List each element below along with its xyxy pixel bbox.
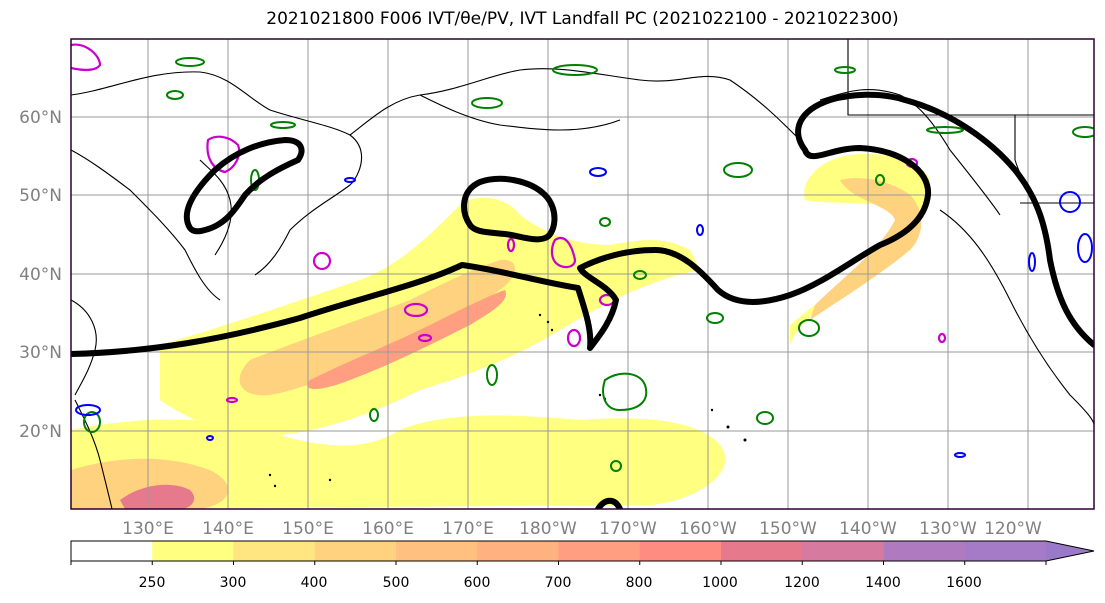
lon-label: 150°E	[282, 519, 334, 539]
lon-label: 170°E	[442, 519, 494, 539]
lon-label: 140°E	[202, 519, 254, 539]
colorbar-label: 700	[545, 575, 572, 591]
colorbar-label: 400	[301, 575, 328, 591]
lon-label: 160°E	[362, 519, 414, 539]
map-title: 2021021800 F006 IVT/θe/PV, IVT Landfall …	[266, 9, 899, 29]
theta-e-contours	[83, 57, 1094, 472]
lat-label: 40°N	[19, 265, 62, 285]
ivt-shading	[71, 154, 930, 509]
lon-label: 130°W	[919, 519, 977, 539]
colorbar: 250 300 400 500 600 700 800 1000 1200 14…	[70, 540, 1095, 591]
lon-label: 130°E	[122, 519, 174, 539]
lon-label: 140°W	[839, 519, 897, 539]
colorbar-swatch	[152, 541, 234, 561]
coastlines	[71, 39, 1094, 509]
colorbar-extend-arrow	[1046, 541, 1094, 561]
lat-label: 60°N	[19, 108, 62, 128]
colorbar-swatch	[314, 541, 397, 561]
colorbar-swatch	[558, 541, 641, 561]
colorbar-label: 1400	[865, 575, 901, 591]
colorbar-swatch	[71, 541, 153, 561]
lat-label: 30°N	[19, 343, 62, 363]
map-frame	[70, 38, 1095, 510]
lon-label: 160°W	[679, 519, 737, 539]
blue-contours	[75, 167, 1093, 458]
colorbar-outline	[70, 540, 1095, 562]
colorbar-label: 1000	[702, 575, 738, 591]
colorbar-label: 300	[220, 575, 247, 591]
colorbar-swatch	[233, 541, 316, 561]
lat-labels: 60°N 50°N 40°N 30°N 20°N	[19, 108, 62, 442]
colorbar-label: 500	[383, 575, 410, 591]
lat-label: 20°N	[19, 422, 62, 442]
colorbar-label: 1200	[784, 575, 820, 591]
lon-label: 120°W	[984, 519, 1042, 539]
colorbar-label: 600	[464, 575, 491, 591]
lon-label: 150°W	[759, 519, 817, 539]
colorbar-swatch	[396, 541, 478, 561]
colorbar-label: 250	[139, 575, 166, 591]
colorbar-swatch	[477, 541, 559, 561]
lon-labels: 130°E 140°E 150°E 160°E 170°E 180°W 170°…	[122, 519, 1042, 539]
colorbar-ticks	[70, 561, 1047, 565]
lon-label: 170°W	[599, 519, 657, 539]
colorbar-label: 800	[626, 575, 653, 591]
lon-label: 180°W	[519, 519, 577, 539]
colorbar-swatch	[802, 541, 884, 561]
colorbar-labels: 250 300 400 500 600 700 800 1000 1200 14…	[139, 575, 982, 591]
colorbar-swatches	[71, 541, 1094, 561]
colorbar-swatch	[964, 541, 1047, 561]
pc-contour	[71, 91, 1094, 509]
pv-contours	[71, 43, 947, 404]
lat-label: 50°N	[19, 186, 62, 206]
map-panel	[71, 39, 1094, 509]
graticule	[71, 39, 1094, 509]
colorbar-swatch	[721, 541, 803, 561]
colorbar-swatch	[639, 541, 722, 561]
colorbar-swatch	[883, 541, 966, 561]
colorbar-label: 1600	[946, 575, 982, 591]
